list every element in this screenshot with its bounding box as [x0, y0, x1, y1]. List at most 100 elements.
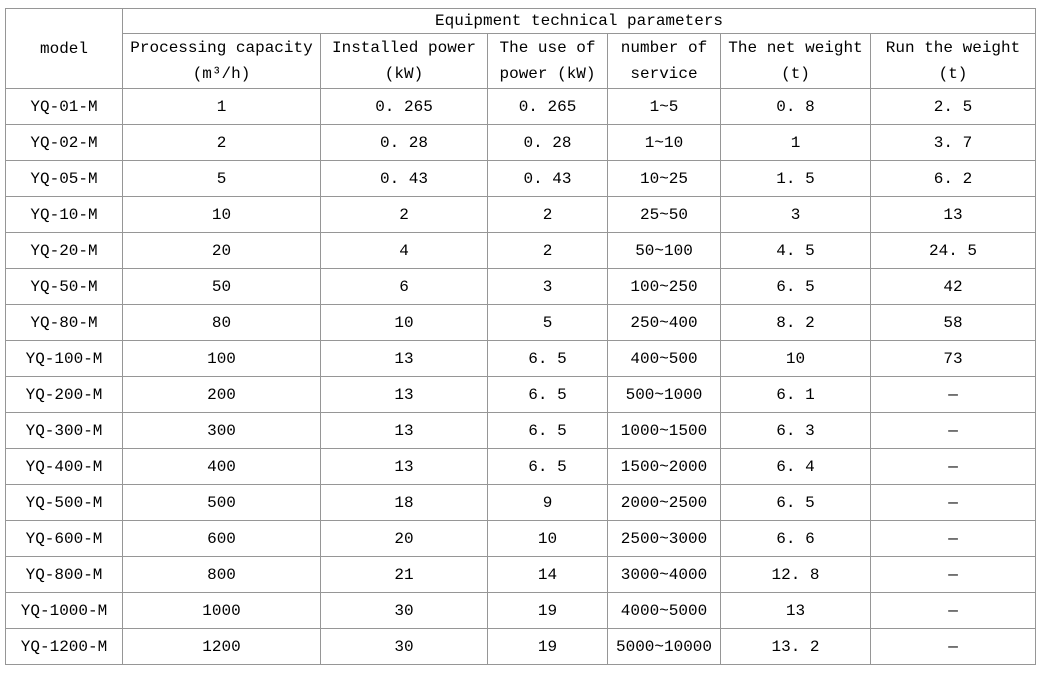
cell-service: 500~1000 [607, 376, 721, 413]
cell-capacity: 50 [122, 268, 321, 305]
cell-service: 3000~4000 [607, 556, 721, 593]
cell-use-power: 6. 5 [487, 448, 608, 485]
cell-model: YQ-05-M [5, 160, 123, 197]
col-header-line2: (t) [781, 65, 810, 83]
table-row: YQ-05-M 5 0. 43 0. 43 10~25 1. 5 6. 2 [5, 160, 1037, 197]
cell-model: YQ-80-M [5, 304, 123, 341]
cell-capacity: 10 [122, 196, 321, 233]
cell-use-power: 2 [487, 232, 608, 269]
cell-net-weight: 12. 8 [720, 556, 871, 593]
col-header-line2: service [630, 65, 698, 83]
table-row: YQ-1200-M 1200 30 19 5000~10000 13. 2 — [5, 628, 1037, 665]
cell-run-weight: — [869, 376, 1037, 413]
col-header-line2: (t) [938, 65, 968, 83]
cell-service: 1000~1500 [607, 412, 721, 449]
cell-installed-power: 21 [320, 556, 488, 593]
table-row: YQ-500-M 500 18 9 2000~2500 6. 5 — [5, 484, 1037, 521]
cell-service: 250~400 [607, 304, 721, 341]
cell-installed-power: 0. 265 [320, 88, 488, 125]
cell-service: 100~250 [607, 268, 721, 305]
cell-installed-power: 2 [320, 196, 488, 233]
cell-capacity: 1200 [122, 628, 321, 665]
cell-service: 50~100 [607, 232, 721, 269]
cell-service: 4000~5000 [607, 592, 721, 629]
cell-installed-power: 13 [320, 340, 488, 377]
equipment-parameters-table: model Equipment technical parameters Pro… [5, 8, 1037, 665]
col-header-line2: (kW) [384, 65, 424, 83]
col-header-number-of-service: number of service [607, 33, 721, 89]
cell-installed-power: 0. 43 [320, 160, 488, 197]
cell-net-weight: 0. 8 [720, 88, 871, 125]
table-row: YQ-10-M 10 2 2 25~50 3 13 [5, 196, 1037, 233]
cell-net-weight: 6. 6 [720, 520, 871, 557]
table-row: YQ-800-M 800 21 14 3000~4000 12. 8 — [5, 556, 1037, 593]
col-header-net-weight: The net weight (t) [720, 33, 871, 89]
cell-model: YQ-01-M [5, 88, 123, 125]
cell-use-power: 3 [487, 268, 608, 305]
cell-net-weight: 13. 2 [720, 628, 871, 665]
cell-capacity: 100 [122, 340, 321, 377]
col-header-line1: Processing capacity [130, 39, 313, 57]
model-column-header: model [5, 8, 123, 89]
cell-model: YQ-02-M [5, 124, 123, 161]
cell-net-weight: 13 [720, 592, 871, 629]
table-row: YQ-1000-M 1000 30 19 4000~5000 13 — [5, 592, 1037, 629]
table-row: YQ-300-M 300 13 6. 5 1000~1500 6. 3 — [5, 412, 1037, 449]
cell-run-weight: — [869, 556, 1037, 593]
cell-service: 2000~2500 [607, 484, 721, 521]
cell-use-power: 14 [487, 556, 608, 593]
cell-use-power: 9 [487, 484, 608, 521]
cell-run-weight: — [869, 628, 1037, 665]
cell-model: YQ-1200-M [5, 628, 123, 665]
cell-installed-power: 13 [320, 412, 488, 449]
cell-installed-power: 18 [320, 484, 488, 521]
cell-use-power: 6. 5 [487, 340, 608, 377]
cell-capacity: 1 [122, 88, 321, 125]
cell-use-power: 19 [487, 628, 608, 665]
cell-service: 1500~2000 [607, 448, 721, 485]
cell-service: 10~25 [607, 160, 721, 197]
cell-run-weight: — [869, 448, 1037, 485]
table-row: YQ-01-M 1 0. 265 0. 265 1~5 0. 8 2. 5 [5, 88, 1037, 125]
cell-net-weight: 8. 2 [720, 304, 871, 341]
table-row: YQ-100-M 100 13 6. 5 400~500 10 73 [5, 340, 1037, 377]
cell-model: YQ-100-M [5, 340, 123, 377]
col-header-installed-power: Installed power (kW) [320, 33, 488, 89]
table-row: YQ-20-M 20 4 2 50~100 4. 5 24. 5 [5, 232, 1037, 269]
cell-net-weight: 4. 5 [720, 232, 871, 269]
cell-model: YQ-600-M [5, 520, 123, 557]
cell-service: 5000~10000 [607, 628, 721, 665]
col-header-line1: The net weight [728, 39, 863, 57]
cell-installed-power: 0. 28 [320, 124, 488, 161]
table-row: YQ-02-M 2 0. 28 0. 28 1~10 1 3. 7 [5, 124, 1037, 161]
cell-capacity: 20 [122, 232, 321, 269]
cell-run-weight: 3. 7 [869, 124, 1037, 161]
col-header-processing-capacity: Processing capacity (m³/h) [122, 33, 321, 89]
cell-use-power: 19 [487, 592, 608, 629]
cell-model: YQ-800-M [5, 556, 123, 593]
cell-model: YQ-10-M [5, 196, 123, 233]
cell-capacity: 2 [122, 124, 321, 161]
cell-net-weight: 6. 4 [720, 448, 871, 485]
cell-model: YQ-50-M [5, 268, 123, 305]
cell-use-power: 10 [487, 520, 608, 557]
cell-use-power: 6. 5 [487, 412, 608, 449]
cell-use-power: 6. 5 [487, 376, 608, 413]
cell-capacity: 5 [122, 160, 321, 197]
cell-model: YQ-300-M [5, 412, 123, 449]
cell-use-power: 0. 265 [487, 88, 608, 125]
cell-net-weight: 6. 1 [720, 376, 871, 413]
cell-use-power: 0. 43 [487, 160, 608, 197]
col-header-line2: power (kW) [499, 65, 596, 83]
cell-use-power: 2 [487, 196, 608, 233]
cell-net-weight: 1. 5 [720, 160, 871, 197]
table-title: Equipment technical parameters [121, 8, 1037, 34]
cell-capacity: 1000 [122, 592, 321, 629]
cell-net-weight: 6. 5 [720, 268, 871, 305]
cell-installed-power: 20 [320, 520, 488, 557]
cell-model: YQ-20-M [5, 232, 123, 269]
table-row: YQ-80-M 80 10 5 250~400 8. 2 58 [5, 304, 1037, 341]
header-columns-row: Processing capacity (m³/h) Installed pow… [6, 33, 1037, 89]
table-row: YQ-50-M 50 6 3 100~250 6. 5 42 [5, 268, 1037, 305]
cell-capacity: 80 [122, 304, 321, 341]
